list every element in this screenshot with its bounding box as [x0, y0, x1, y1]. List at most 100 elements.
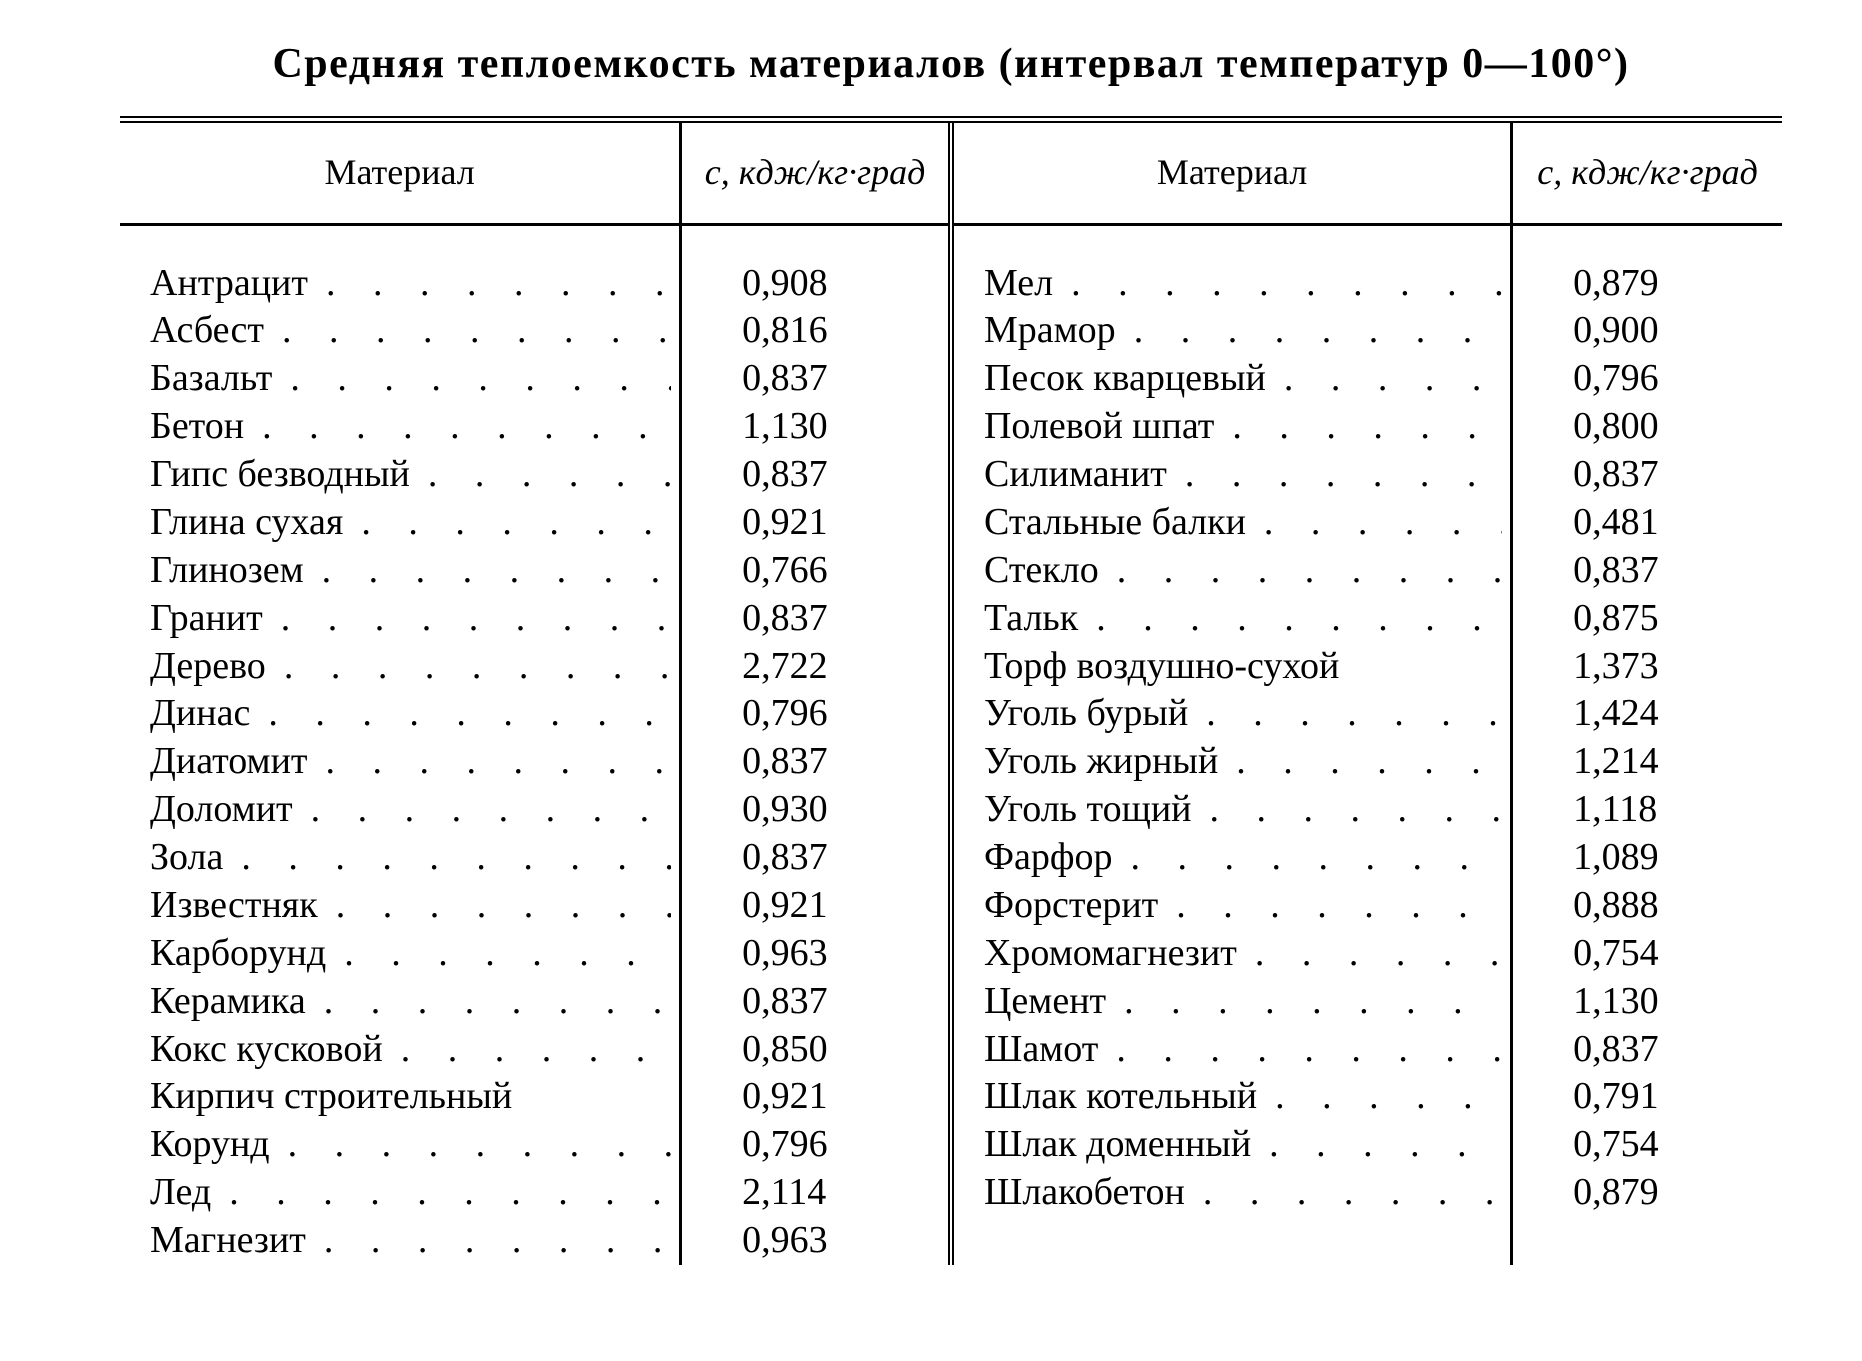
material-cell: Глинозем — [120, 547, 681, 595]
dot-leader — [1106, 978, 1502, 1026]
dot-leader — [293, 786, 672, 834]
value-cell: 0,888 — [1512, 882, 1782, 930]
material-name: Форстерит — [984, 882, 1158, 930]
material-cell: Форстерит — [951, 882, 1512, 930]
material-cell: Торф воздушно-сухой — [951, 643, 1512, 691]
material-cell: Шлак котельный — [951, 1073, 1512, 1121]
value-cell: 1,089 — [1512, 834, 1782, 882]
material-name: Стальные балки — [984, 499, 1246, 547]
table-row: Базальт0,837Песок кварцевый0,796 — [120, 355, 1782, 403]
material-name: Шлак котельный — [984, 1073, 1257, 1121]
material-name: Силиманит — [984, 451, 1167, 499]
material-name: Известняк — [150, 882, 318, 930]
col-header-material-1: Материал — [120, 123, 681, 224]
material-cell: Полевой шпат — [951, 403, 1512, 451]
material-cell: Стекло — [951, 547, 1512, 595]
value-cell: 0,816 — [681, 307, 951, 355]
table-row: Глина сухая0,921Стальные балки0,481 — [120, 499, 1782, 547]
col-header-value-1: с, кдж/кг·град — [681, 123, 951, 224]
material-name: Корунд — [150, 1121, 270, 1169]
table-row: Магнезит0,963 — [120, 1217, 1782, 1265]
dot-leader — [270, 1121, 672, 1169]
dot-leader — [318, 882, 671, 930]
table-row: Антрацит0,908Мел0,879 — [120, 260, 1782, 308]
material-cell: Антрацит — [120, 260, 681, 308]
material-name: Доломит — [150, 786, 293, 834]
value-cell: 0,800 — [1512, 403, 1782, 451]
material-name: Динас — [150, 690, 250, 738]
material-name: Торф воздушно-сухой — [984, 643, 1339, 691]
material-cell: Уголь бурый — [951, 690, 1512, 738]
dot-leader — [306, 1217, 671, 1265]
dot-leader — [410, 451, 671, 499]
material-cell: Динас — [120, 690, 681, 738]
material-cell: Магнезит — [120, 1217, 681, 1265]
material-name: Шлак доменный — [984, 1121, 1251, 1169]
dot-leader — [306, 978, 671, 1026]
material-cell: Корунд — [120, 1121, 681, 1169]
table-row: Динас0,796Уголь бурый1,424 — [120, 690, 1782, 738]
material-name: Хромомагнезит — [984, 930, 1237, 978]
dot-leader — [266, 643, 671, 691]
dot-leader — [1218, 738, 1502, 786]
material-name: Зола — [150, 834, 223, 882]
dot-leader — [1078, 595, 1502, 643]
dot-leader — [1053, 260, 1502, 308]
dot-leader — [1237, 930, 1502, 978]
material-cell: Гипс безводный — [120, 451, 681, 499]
value-cell: 0,837 — [681, 451, 951, 499]
material-name: Фарфор — [984, 834, 1113, 882]
material-name: Глина сухая — [150, 499, 343, 547]
value-cell: 0,837 — [681, 738, 951, 786]
value-cell: 2,722 — [681, 643, 951, 691]
material-name: Тальк — [984, 595, 1078, 643]
dot-leader — [1099, 547, 1502, 595]
heat-capacity-table: Материал с, кдж/кг·град Материал с, кдж/… — [120, 123, 1782, 1265]
value-cell: 0,963 — [681, 930, 951, 978]
value-cell: 0,879 — [1512, 260, 1782, 308]
value-cell: 0,754 — [1512, 1121, 1782, 1169]
dot-leader — [343, 499, 671, 547]
dot-leader — [250, 690, 671, 738]
material-cell: Известняк — [120, 882, 681, 930]
material-name: Уголь бурый — [984, 690, 1188, 738]
material-cell: Бетон — [120, 403, 681, 451]
value-cell — [1512, 1217, 1782, 1265]
value-cell: 0,879 — [1512, 1169, 1782, 1217]
value-cell: 0,796 — [1512, 355, 1782, 403]
material-name: Лед — [150, 1169, 211, 1217]
material-name: Глинозем — [150, 547, 304, 595]
value-cell: 0,963 — [681, 1217, 951, 1265]
dot-leader — [1251, 1121, 1502, 1169]
material-name: Шлакобетон — [984, 1169, 1185, 1217]
dot-leader — [1214, 403, 1502, 451]
value-cell: 0,837 — [1512, 1026, 1782, 1074]
material-cell: Мрамор — [951, 307, 1512, 355]
material-cell: Шамот — [951, 1026, 1512, 1074]
table-body: Антрацит0,908Мел0,879Асбест0,816Мрамор0,… — [120, 224, 1782, 1265]
value-cell: 0,796 — [681, 1121, 951, 1169]
value-cell: 0,921 — [681, 1073, 951, 1121]
table-container: Материал с, кдж/кг·град Материал с, кдж/… — [120, 116, 1782, 1265]
value-cell: 0,837 — [681, 355, 951, 403]
value-cell: 0,930 — [681, 786, 951, 834]
table-row: Зола0,837Фарфор1,089 — [120, 834, 1782, 882]
value-cell: 1,130 — [1512, 978, 1782, 1026]
value-cell: 2,114 — [681, 1169, 951, 1217]
material-cell: Доломит — [120, 786, 681, 834]
dot-leader — [211, 1169, 671, 1217]
material-name: Гранит — [150, 595, 263, 643]
dot-leader — [1257, 1073, 1502, 1121]
table-row: Гранит0,837Тальк0,875 — [120, 595, 1782, 643]
dot-leader — [244, 403, 671, 451]
material-name: Диатомит — [150, 738, 308, 786]
material-cell: Стальные балки — [951, 499, 1512, 547]
material-name: Полевой шпат — [984, 403, 1214, 451]
material-cell: Дерево — [120, 643, 681, 691]
value-cell: 0,791 — [1512, 1073, 1782, 1121]
dot-leader — [304, 547, 672, 595]
value-cell: 1,373 — [1512, 643, 1782, 691]
material-name: Гипс безводный — [150, 451, 410, 499]
value-cell: 0,754 — [1512, 930, 1782, 978]
material-cell: Гранит — [120, 595, 681, 643]
